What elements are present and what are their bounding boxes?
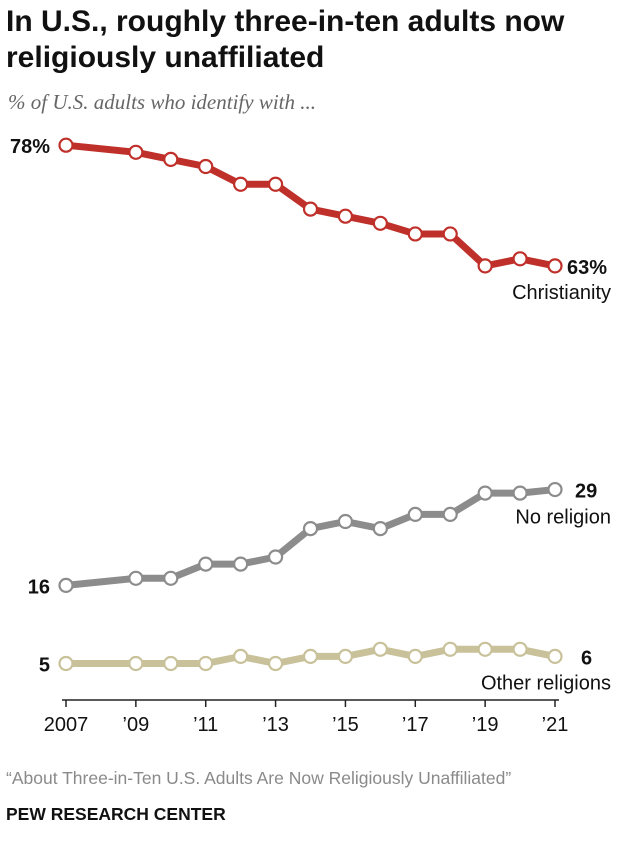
line-chart: 2007 ’09 ’11 ’13 ’15 ’17 ’19 ’21 78% 63% Christia… [10, 136, 611, 736]
data-point-no-religion-2018 [442, 506, 458, 523]
series-layer [58, 137, 563, 672]
data-point-other-religions-2011 [198, 655, 214, 672]
data-point-no-religion-2020 [512, 485, 528, 501]
data-point-christianity-2011 [198, 158, 214, 175]
data-point-no-religion-2011 [198, 556, 214, 572]
data-point-other-religions-2015 [337, 648, 354, 665]
start-value-label-christianity: 78% [10, 136, 50, 158]
series-name-label-christianity: Christianity [512, 282, 611, 304]
data-point-no-religion-2019 [477, 485, 493, 501]
data-point-christianity-2015 [337, 208, 354, 224]
data-point-other-religions-2007 [58, 655, 74, 672]
data-point-other-religions-2018 [442, 641, 458, 657]
start-value-label-no-religion: 16 [28, 576, 50, 598]
x-tick-label-2017: ’17 [402, 714, 429, 736]
start-value-label-other-religions: 5 [39, 655, 50, 677]
x-tick-label-2019: ’19 [472, 714, 499, 736]
x-tick-label-2013: ’13 [262, 714, 289, 736]
data-point-christianity-2018 [442, 226, 458, 242]
x-tick-label-2007: 2007 [44, 714, 89, 736]
data-point-other-religions-2014 [302, 648, 319, 665]
data-point-other-religions-2010 [163, 655, 179, 672]
footnote: “About Three-in-Ten U.S. Adults Are Now … [6, 768, 512, 788]
data-point-no-religion-2010 [163, 570, 179, 586]
data-point-christianity-2012 [233, 176, 249, 192]
data-point-christianity-2019 [477, 258, 493, 274]
x-tick-label-2015: ’15 [332, 714, 359, 736]
data-point-no-religion-2015 [337, 513, 354, 530]
data-point-other-religions-2019 [477, 641, 493, 657]
chart-subtitle: % of U.S. adults who identify with ... [8, 90, 316, 114]
data-point-christianity-2009 [128, 144, 144, 160]
data-point-no-religion-2007 [58, 577, 74, 594]
series-name-label-other-religions: Other religions [481, 672, 611, 694]
data-point-no-religion-2013 [267, 549, 284, 565]
series-line-no-religion [62, 486, 559, 589]
label-layer: 78% 63% Christianity 16 29 No religion 5 6 Other… [10, 136, 611, 694]
data-point-christianity-2010 [163, 151, 179, 167]
x-tick-label-2021: ’21 [542, 714, 569, 736]
end-value-label-other-religions: 6 [581, 647, 592, 669]
series-other-religions [58, 641, 563, 672]
data-point-no-religion-2012 [233, 556, 249, 572]
data-point-christianity-2021 [547, 258, 563, 274]
data-point-other-religions-2021 [547, 648, 563, 665]
data-point-no-religion-2017 [407, 506, 423, 523]
data-point-other-religions-2020 [512, 641, 528, 657]
end-value-label-no-religion: 29 [575, 481, 597, 503]
x-tick-label-2009: ’09 [123, 714, 150, 736]
series-christianity [58, 137, 563, 274]
data-point-other-religions-2016 [372, 641, 388, 657]
data-point-other-religions-2013 [267, 655, 284, 672]
data-point-christianity-2017 [407, 226, 423, 242]
end-value-label-christianity: 63% [567, 257, 607, 279]
data-point-christianity-2007 [58, 137, 74, 153]
source-credit: PEW RESEARCH CENTER [6, 804, 226, 824]
data-point-no-religion-2021 [547, 481, 563, 498]
series-name-label-no-religion: No religion [515, 507, 611, 529]
series-no-religion [58, 481, 563, 594]
data-point-no-religion-2009 [128, 570, 144, 586]
chart-title: In U.S., roughly three-in-ten adults now… [6, 5, 565, 74]
data-point-no-religion-2014 [302, 520, 319, 537]
data-point-other-religions-2012 [233, 648, 249, 665]
data-point-no-religion-2016 [372, 520, 388, 537]
data-point-christianity-2013 [267, 176, 284, 192]
data-point-christianity-2020 [512, 251, 528, 267]
data-point-christianity-2016 [372, 215, 388, 231]
x-tick-label-2011: ’11 [193, 714, 218, 736]
x-axis: 2007 ’09 ’11 ’13 ’15 ’17 ’19 ’21 [44, 699, 569, 736]
data-point-other-religions-2017 [407, 648, 423, 665]
data-point-christianity-2014 [302, 201, 319, 217]
data-point-other-religions-2009 [128, 655, 144, 672]
